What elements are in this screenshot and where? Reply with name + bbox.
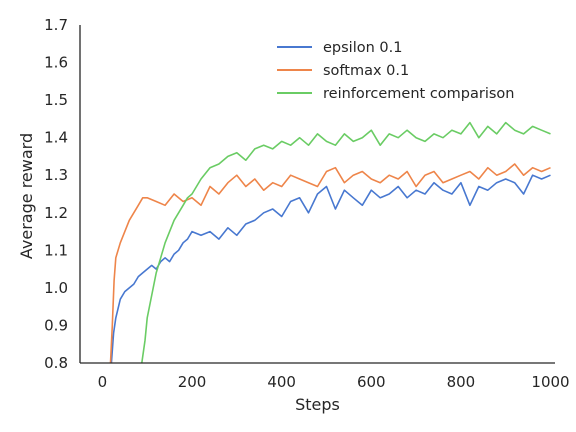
y-tick-label: 1.3	[44, 166, 68, 184]
legend-label: softmax 0.1	[323, 63, 409, 79]
x-axis-label: Steps	[295, 395, 340, 414]
x-tick-label: 1000	[531, 373, 569, 391]
y-tick-label: 1.5	[44, 91, 68, 109]
x-tick-label: 0	[98, 373, 108, 391]
y-tick-label: 1.2	[44, 204, 68, 222]
plot-lines	[109, 121, 551, 363]
y-tick-label: 1.0	[44, 279, 68, 297]
y-tick-label: 1.7	[44, 16, 68, 34]
y-axis-label: Average reward	[17, 133, 36, 259]
y-tick-label: 1.4	[44, 129, 68, 147]
x-tick-label: 800	[447, 373, 476, 391]
series-line-2	[109, 163, 551, 363]
legend-label: reinforcement comparison	[323, 86, 515, 102]
y-tick-label: 1.6	[44, 54, 68, 72]
x-ticks: 0 200 400 600 800 1000	[98, 373, 570, 391]
series-line-1	[110, 174, 551, 363]
legend: epsilon 0.1 softmax 0.1 reinforcement comp…	[277, 40, 515, 102]
y-tick-label: 0.9	[44, 316, 68, 334]
x-tick-label: 600	[357, 373, 386, 391]
y-ticks: 0.8 0.9 1.0 1.1 1.2 1.3 1.4 1.5 1.6 1.7	[44, 16, 68, 372]
y-tick-label: 1.1	[44, 241, 68, 259]
x-tick-label: 200	[178, 373, 207, 391]
series-line-3	[141, 121, 551, 363]
legend-label: epsilon 0.1	[323, 40, 402, 56]
y-tick-label: 0.8	[44, 354, 68, 372]
x-tick-label: 400	[267, 373, 296, 391]
